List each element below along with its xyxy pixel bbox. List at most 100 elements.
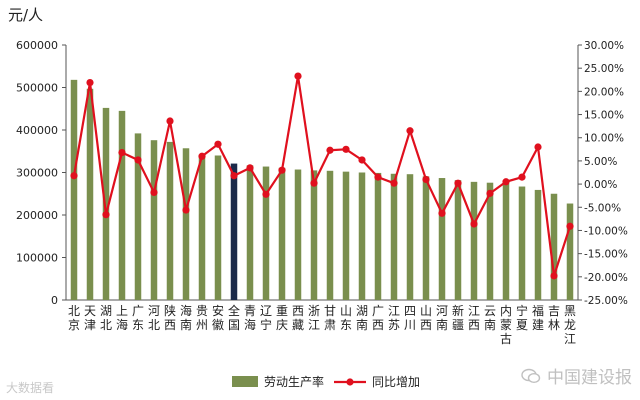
bar <box>502 183 510 300</box>
x-tick-label: 海南 <box>180 303 192 332</box>
x-tick-label: 北京 <box>68 304 80 332</box>
line-point <box>278 166 286 174</box>
watermark-left-text: 大数据看 <box>6 381 55 395</box>
x-tick-label: 湖南 <box>356 303 368 332</box>
bar <box>358 172 366 300</box>
watermark-right-text: 中国建设报 <box>547 368 632 388</box>
legend-swatch-marker <box>346 378 354 386</box>
y-right-tick-label: -5.00% <box>584 202 621 214</box>
line-point <box>534 143 542 151</box>
bar <box>406 174 414 300</box>
x-tick-label: 贵州 <box>196 304 208 332</box>
bar <box>150 140 158 300</box>
bar <box>70 79 78 300</box>
bar <box>118 110 126 300</box>
x-tick-label: 山西 <box>420 304 432 332</box>
line-point <box>86 78 94 87</box>
line-point <box>230 172 238 180</box>
x-tick-label: 广西 <box>372 304 384 332</box>
y-left-tick-label: 400000 <box>16 124 58 137</box>
line-point <box>70 172 78 180</box>
line-point <box>150 188 158 197</box>
bar <box>422 176 430 300</box>
x-tick-label: 河北 <box>148 304 160 332</box>
x-tick-label: 吉林 <box>548 304 560 332</box>
x-tick-label: 云南 <box>484 304 496 332</box>
bar <box>454 180 462 300</box>
wechat-icon <box>521 368 541 383</box>
line-point <box>102 211 110 219</box>
x-tick-label: 陕西 <box>164 303 176 332</box>
bar <box>438 178 446 300</box>
line-point <box>166 117 174 125</box>
y-left-tick-label: 100000 <box>16 252 58 265</box>
y-right-tick-label: 30.00% <box>584 40 624 52</box>
x-tick-label: 湖北 <box>100 303 112 332</box>
x-tick-label: 广东 <box>132 304 144 332</box>
bar <box>518 186 526 300</box>
x-tick-label: 新疆 <box>452 303 464 332</box>
bar <box>230 163 238 300</box>
watermark-left: 大数据看 <box>6 379 54 396</box>
line-point <box>566 222 574 230</box>
bar <box>102 107 110 301</box>
line-point <box>374 173 382 181</box>
x-tick-label: 辽宁 <box>260 304 272 332</box>
legend-label-line: 同比增加 <box>372 375 420 389</box>
bar <box>342 171 350 300</box>
line-point <box>134 156 142 164</box>
x-tick-label: 上海 <box>116 304 128 332</box>
line-point <box>294 72 302 80</box>
bar <box>214 155 222 300</box>
y-left-tick-label: 600000 <box>16 39 58 52</box>
legend-label-bar: 劳动生产率 <box>264 374 324 389</box>
y-left-tick-label: 0 <box>51 294 58 307</box>
bar <box>486 182 494 300</box>
x-tick-label: 江苏 <box>388 304 400 332</box>
y-right-tick-label: 10.00% <box>584 133 624 145</box>
x-tick-label: 四川 <box>404 304 416 332</box>
y-axis-unit-label: 元/人 <box>8 6 44 24</box>
x-tick-label: 全国 <box>228 303 240 332</box>
bar <box>534 189 542 300</box>
line-point <box>214 140 222 148</box>
bar <box>182 148 190 300</box>
line-point <box>326 146 334 154</box>
x-tick-label: 内蒙古 <box>500 304 512 346</box>
bar <box>166 141 174 300</box>
line-point <box>342 145 350 153</box>
line-point <box>246 164 254 172</box>
bar <box>390 173 398 300</box>
y-left-tick-label: 300000 <box>16 167 58 180</box>
line-point <box>454 179 462 187</box>
bar <box>262 166 270 300</box>
line-point <box>486 189 494 197</box>
bar <box>326 170 334 300</box>
x-tick-label: 福建 <box>532 303 544 332</box>
line-point <box>198 152 206 160</box>
watermark-right: 中国建设报 <box>521 363 632 388</box>
bar <box>550 193 558 300</box>
y-right-tick-label: -10.00% <box>584 225 628 237</box>
bar <box>470 181 478 300</box>
line-point <box>390 179 398 187</box>
line-point <box>310 179 318 187</box>
y-right-tick-label: 20.00% <box>584 86 624 98</box>
line-point <box>358 156 366 164</box>
bar <box>566 203 574 300</box>
line-point <box>262 190 270 198</box>
bar <box>374 172 382 300</box>
x-tick-label: 河南 <box>436 304 448 332</box>
x-tick-label: 黑龙江 <box>564 304 576 346</box>
x-tick-label: 宁夏 <box>516 303 528 332</box>
line-point <box>470 220 478 228</box>
bar <box>134 133 142 300</box>
y-right-tick-label: 25.00% <box>584 63 624 75</box>
x-tick-label: 青海 <box>244 304 256 332</box>
x-tick-label: 甘肃 <box>324 304 336 332</box>
y-right-tick-label: 0.00% <box>584 179 617 191</box>
x-tick-label: 江西 <box>468 304 480 332</box>
x-tick-label: 浙江 <box>308 304 320 332</box>
y-right-tick-label: 5.00% <box>584 156 617 168</box>
